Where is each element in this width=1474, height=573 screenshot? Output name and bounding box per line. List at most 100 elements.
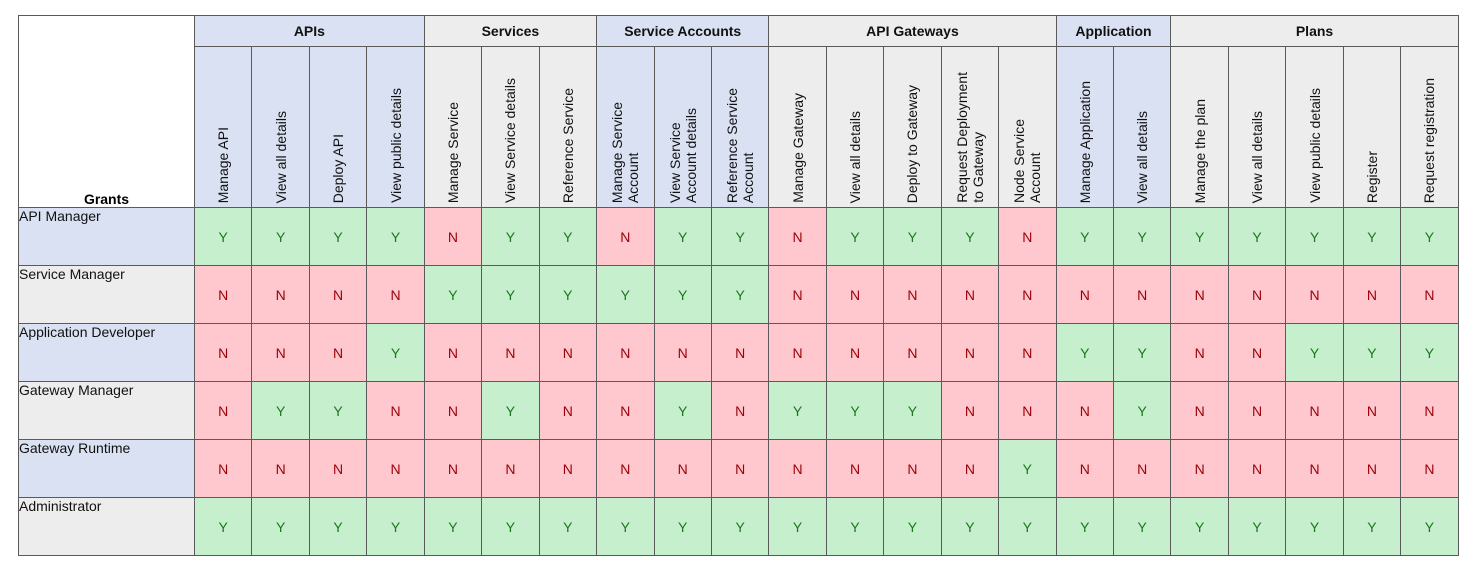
grant-cell: N	[251, 323, 310, 382]
group-header-application: Application	[1055, 15, 1172, 47]
column-header-services-view-service-details: View Service details	[481, 46, 540, 208]
grant-cell: Y	[1285, 497, 1344, 556]
grant-cell: N	[1055, 265, 1115, 324]
grant-cell: N	[1342, 439, 1402, 498]
grant-cell: Y	[710, 265, 770, 324]
grant-cell: N	[998, 265, 1057, 324]
column-header-apis-view-all-details: View all details	[251, 46, 310, 208]
grant-cell: Y	[1055, 323, 1115, 382]
grant-cell: Y	[308, 207, 368, 266]
grant-cell: N	[768, 207, 827, 266]
grant-cell: Y	[193, 207, 253, 266]
grant-cell: N	[940, 323, 1000, 382]
grant-cell: N	[1227, 265, 1287, 324]
grant-cell: N	[1227, 439, 1287, 498]
grant-cell: N	[538, 323, 598, 382]
column-header-label: Register	[1363, 150, 1380, 203]
grant-cell: N	[883, 323, 942, 382]
grant-cell: N	[998, 381, 1057, 440]
grant-cell: Y	[308, 497, 368, 556]
grant-cell: Y	[653, 207, 712, 266]
column-header-label: Reference Service Account	[724, 87, 757, 203]
grant-cell: Y	[1400, 207, 1459, 266]
table-row: Service Manager N N N N Y Y Y Y Y Y N N N N N N N N N N N N	[18, 265, 1459, 324]
grant-cell: N	[653, 323, 712, 382]
grant-cell: Y	[251, 497, 310, 556]
column-header-services-manage-service: Manage Service	[423, 46, 483, 208]
grant-cell: Y	[998, 439, 1057, 498]
grant-cell: Y	[481, 381, 540, 440]
grant-cell: Y	[653, 381, 712, 440]
grant-cell: N	[1227, 381, 1287, 440]
grant-cell: N	[1400, 439, 1459, 498]
grant-cell: N	[1400, 265, 1459, 324]
grant-cell: Y	[825, 381, 885, 440]
grant-cell: N	[1400, 381, 1459, 440]
column-header-api-gateways-view-all-details: View all details	[825, 46, 885, 208]
grant-cell: Y	[825, 497, 885, 556]
grant-cell: N	[883, 439, 942, 498]
grant-cell: N	[1285, 381, 1344, 440]
table-row: Gateway Runtime N N N N N N N N N N N N N N Y N N N N N N N	[18, 439, 1459, 498]
grant-cell: N	[366, 381, 425, 440]
grant-cell: Y	[768, 381, 827, 440]
grant-cell: N	[998, 207, 1057, 266]
grant-cell: Y	[768, 497, 827, 556]
column-header-label: Deploy to Gateway	[904, 84, 921, 203]
table-row: Administrator Y Y Y Y Y Y Y Y Y Y Y Y Y Y Y Y Y Y Y Y Y Y	[18, 497, 1459, 556]
grant-cell: Y	[596, 265, 655, 324]
row-label-application-developer: Application Developer	[18, 323, 195, 382]
grant-cell: N	[366, 265, 425, 324]
column-header-label: Manage Application	[1076, 80, 1093, 203]
grant-cell: Y	[1112, 207, 1172, 266]
grant-cell: Y	[366, 323, 425, 382]
grant-cell: N	[883, 265, 942, 324]
group-header-api-gateways: API Gateways	[768, 15, 1057, 47]
grant-cell: N	[768, 265, 827, 324]
grant-cell: Y	[1055, 497, 1115, 556]
grants-matrix: Grants APIs Services Service Accounts API G…	[18, 15, 1459, 556]
grant-cell: N	[193, 265, 253, 324]
row-label-gateway-runtime: Gateway Runtime	[18, 439, 195, 498]
grant-cell: Y	[825, 207, 885, 266]
grant-cell: N	[251, 265, 310, 324]
grant-cell: Y	[883, 381, 942, 440]
column-header-api-gateways-manage-gateway: Manage Gateway	[768, 46, 827, 208]
grant-cell: Y	[1055, 207, 1115, 266]
column-header-api-gateways-request-deployment-to-gateway: Request Deployment to Gateway	[940, 46, 1000, 208]
grant-cell: Y	[1342, 323, 1402, 382]
row-label-gateway-manager: Gateway Manager	[18, 381, 195, 440]
row-label-administrator: Administrator	[18, 497, 195, 556]
column-header-apis-manage-api: Manage API	[193, 46, 253, 208]
column-header-label: View all details	[1134, 110, 1151, 203]
group-header-services: Services	[423, 15, 598, 47]
column-header-label: Node Service Account	[1011, 118, 1044, 203]
column-header-label: Reference Service	[559, 87, 576, 203]
column-header-label: View public details	[387, 88, 404, 203]
column-header-label: View Service details	[502, 77, 519, 203]
grant-cell: Y	[423, 497, 483, 556]
grant-cell: N	[596, 207, 655, 266]
grant-cell: Y	[883, 207, 942, 266]
grant-cell: N	[1112, 439, 1172, 498]
grant-cell: Y	[596, 497, 655, 556]
grant-cell: N	[251, 439, 310, 498]
column-header-service-accounts-reference-service-account: Reference Service Account	[710, 46, 770, 208]
grant-cell: Y	[1112, 497, 1172, 556]
grant-cell: N	[825, 323, 885, 382]
grant-cell: N	[710, 381, 770, 440]
grant-cell: N	[308, 265, 368, 324]
grant-cell: Y	[423, 265, 483, 324]
grant-cell: N	[1170, 381, 1229, 440]
grant-cell: Y	[481, 497, 540, 556]
column-header-plans-manage-the-plan: Manage the plan	[1170, 46, 1229, 208]
grant-cell: Y	[1342, 207, 1402, 266]
column-header-services-reference-service: Reference Service	[538, 46, 598, 208]
grant-cell: Y	[940, 497, 1000, 556]
column-header-label: View public details	[1306, 88, 1323, 203]
grant-cell: N	[538, 439, 598, 498]
grant-cell: N	[308, 323, 368, 382]
grant-cell: Y	[653, 497, 712, 556]
grant-cell: Y	[193, 497, 253, 556]
grant-cell: N	[1285, 439, 1344, 498]
